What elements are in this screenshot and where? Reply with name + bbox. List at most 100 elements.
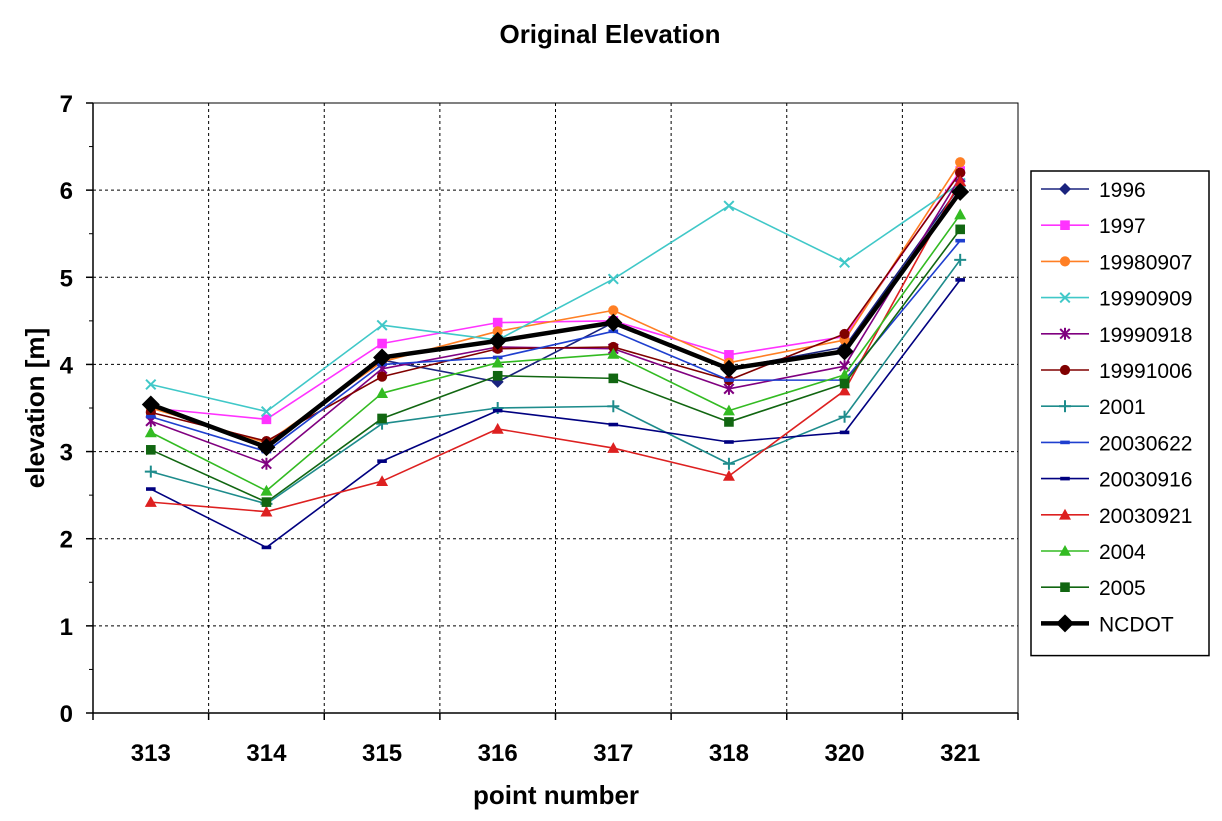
data-point [260, 505, 273, 517]
data-point [261, 497, 272, 507]
data-point [954, 175, 967, 187]
data-point [838, 368, 851, 380]
series-20030921 [144, 175, 967, 517]
y-tick-label: 4 [60, 352, 74, 379]
series-2001 [144, 253, 967, 510]
data-point [260, 484, 273, 496]
data-point [604, 313, 623, 332]
data-point [376, 319, 388, 331]
data-point [719, 359, 738, 378]
data-point [724, 350, 734, 360]
x-tick-label: 321 [940, 740, 980, 767]
data-point [144, 465, 157, 478]
marker-stroke [376, 319, 388, 331]
data-point [607, 273, 619, 285]
legend-label: NCDOT [1099, 613, 1174, 636]
legend-entry: 1996 [1041, 179, 1146, 202]
data-point [723, 200, 735, 212]
x-tick-label: 320 [825, 740, 865, 767]
data-point [955, 157, 966, 168]
series-20030916 [146, 278, 965, 550]
data-point [608, 305, 619, 316]
data-point [607, 347, 620, 359]
legend-label: 19991006 [1099, 360, 1192, 383]
data-point [491, 356, 504, 368]
series-line [150, 190, 963, 450]
data-point [722, 469, 735, 481]
data-point [376, 387, 389, 398]
data-point [260, 457, 272, 470]
data-point [954, 253, 967, 266]
series-line [150, 214, 961, 492]
legend-entry: 2005 [1041, 577, 1146, 600]
series-2005 [146, 224, 965, 507]
data-point [257, 438, 276, 457]
data-point [492, 326, 503, 337]
legend-label: 20030921 [1099, 505, 1192, 528]
legend-marker [1060, 440, 1070, 445]
data-point [955, 167, 966, 178]
data-point [724, 378, 734, 382]
series-line [150, 228, 961, 503]
legend-marker [1059, 327, 1071, 340]
marker-stroke [723, 200, 735, 212]
y-tick-label: 0 [60, 701, 73, 728]
legend-entry: 19980907 [1041, 251, 1192, 274]
legend-label: 2005 [1099, 577, 1146, 600]
data-point [146, 414, 156, 419]
legend-entry: 19991006 [1041, 360, 1192, 383]
series-line [150, 181, 961, 513]
series-line [150, 161, 961, 444]
data-point [838, 384, 851, 396]
x-tick-label: 316 [478, 740, 518, 767]
y-tick-label: 7 [60, 91, 73, 118]
data-point [376, 371, 388, 382]
x-axis-label: point number [473, 780, 639, 810]
data-point [492, 408, 503, 413]
y-axis-label: elevation [m] [20, 328, 50, 488]
series-line [150, 279, 961, 549]
legend-marker [1060, 476, 1070, 481]
data-point [955, 238, 965, 243]
data-point [491, 422, 504, 434]
legend-label: 1997 [1099, 215, 1146, 238]
data-point [377, 413, 387, 424]
legend-marker [1059, 364, 1071, 376]
x-tick-label: 315 [362, 740, 402, 767]
data-point [607, 442, 620, 453]
data-point [838, 410, 851, 423]
legend-label: 19980907 [1099, 251, 1192, 274]
marker-stroke [607, 273, 619, 285]
marker-stroke [839, 256, 851, 268]
legend-label: 2001 [1099, 396, 1146, 419]
legend-entry: 1997 [1041, 215, 1146, 238]
legend-label: 1996 [1099, 179, 1146, 202]
marker-stroke [1059, 292, 1071, 304]
data-point [839, 256, 851, 268]
data-point [839, 378, 850, 389]
data-point [835, 342, 854, 361]
legend-box [1030, 170, 1210, 657]
data-point [492, 317, 503, 328]
data-point [146, 445, 156, 455]
data-point [608, 341, 619, 353]
data-point [376, 475, 389, 486]
legend-entry: 20030622 [1041, 432, 1192, 455]
x-tick-label: 314 [246, 740, 287, 767]
legend-label: 19990918 [1099, 324, 1192, 347]
data-point [951, 182, 970, 201]
legend-entry: 2001 [1041, 396, 1146, 419]
chart-title: Original Elevation [499, 19, 720, 49]
series-line [150, 170, 961, 421]
data-point [144, 426, 157, 438]
y-tick-label: 3 [60, 440, 73, 467]
marker-stroke [145, 378, 157, 390]
legend-marker [1059, 256, 1071, 267]
legend-marker [1059, 545, 1071, 556]
data-point [488, 331, 507, 350]
data-point [839, 328, 850, 340]
data-point [724, 440, 734, 444]
legend-marker [1059, 508, 1071, 520]
data-point [260, 405, 272, 417]
